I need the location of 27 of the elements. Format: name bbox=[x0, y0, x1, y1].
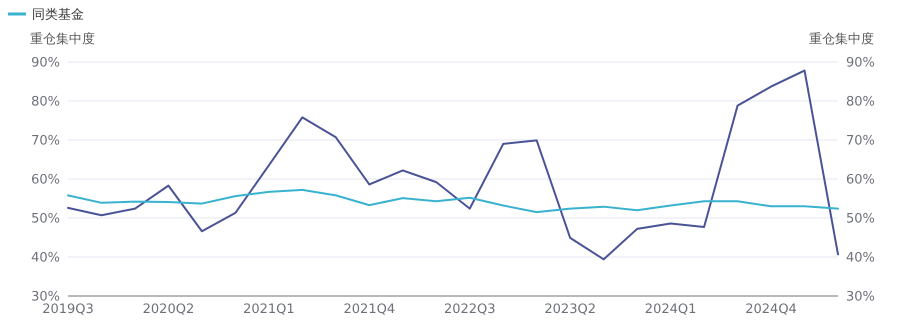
y-tick-label: 50% bbox=[31, 212, 60, 227]
y-tick-label: 40% bbox=[31, 250, 60, 266]
y-tick-label: 30% bbox=[31, 290, 60, 305]
y-tick-label: 60% bbox=[31, 172, 60, 188]
y2-tick-label: 60% bbox=[846, 172, 875, 188]
y2-axis-title: 重仓集中度 bbox=[809, 31, 874, 47]
x-tick-label: 2024Q1 bbox=[644, 302, 696, 317]
legend-label: 同类基金 bbox=[32, 8, 84, 23]
x-tick-label: 2021Q4 bbox=[344, 302, 396, 317]
y2-tick-label: 40% bbox=[846, 250, 875, 266]
line-series bbox=[67, 70, 839, 260]
y2-tick-label: 70% bbox=[846, 134, 875, 149]
x-tick-label: 2023Q2 bbox=[544, 302, 596, 317]
x-tick-label: 2019Q3 bbox=[42, 302, 94, 317]
x-tick-label: 2022Q3 bbox=[444, 302, 496, 317]
y-tick-label: 90% bbox=[31, 56, 60, 71]
y-tick-label: 70% bbox=[31, 134, 60, 149]
x-tick-label: 2024Q4 bbox=[745, 302, 797, 317]
x-tick-label: 2020Q2 bbox=[142, 302, 194, 317]
y2-tick-label: 80% bbox=[846, 94, 875, 110]
x-tick-label: 2021Q1 bbox=[243, 302, 295, 317]
y2-tick-label: 90% bbox=[846, 56, 875, 71]
y-tick-label: 80% bbox=[31, 94, 60, 110]
y2-tick-label: 50% bbox=[846, 212, 875, 227]
y2-tick-label: 30% bbox=[846, 290, 875, 305]
y-axis-title: 重仓集中度 bbox=[30, 31, 95, 47]
line-series bbox=[67, 188, 839, 214]
